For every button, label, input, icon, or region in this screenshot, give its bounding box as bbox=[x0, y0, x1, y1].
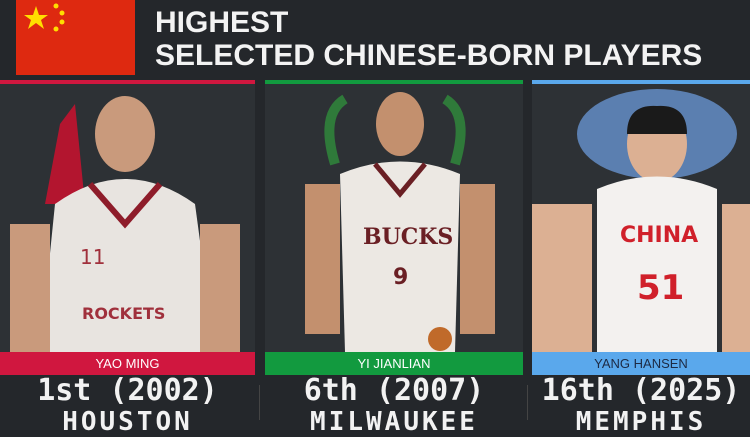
jersey-text: CHINA bbox=[620, 223, 698, 248]
team-color-bar bbox=[532, 80, 750, 84]
player-card-yao-ming: 11 ROCKETS bbox=[0, 80, 255, 352]
jersey-number: 51 bbox=[637, 268, 684, 308]
draft-pick: 6th (2007) bbox=[303, 373, 485, 408]
jersey-number: 11 bbox=[80, 245, 105, 269]
jersey-number: 9 bbox=[393, 265, 408, 290]
divider bbox=[259, 385, 260, 420]
player-photo: BUCKS 9 bbox=[305, 92, 495, 352]
team-city: HOUSTON bbox=[62, 407, 193, 437]
player-photo: CHINA 51 bbox=[532, 89, 750, 352]
player-photo: 11 ROCKETS bbox=[10, 96, 240, 352]
team-city: MEMPHIS bbox=[575, 407, 707, 437]
divider bbox=[527, 385, 528, 420]
draft-pick: 1st (2002) bbox=[37, 373, 218, 408]
player-card-yi-jianlian: BUCKS 9 bbox=[265, 80, 523, 352]
team-city: MILWAUKEE bbox=[310, 407, 478, 437]
player-name-label: YI JIANLIAN bbox=[265, 352, 523, 375]
player-card-yang-hansen: CHINA 51 bbox=[532, 80, 750, 352]
jersey-text: ROCKETS bbox=[82, 304, 165, 323]
player-name-label: YAO MING bbox=[0, 352, 255, 375]
jersey-text: BUCKS bbox=[363, 224, 453, 250]
player-name-label: YANG HANSEN bbox=[532, 352, 750, 375]
team-color-bar bbox=[265, 80, 523, 84]
china-flag-icon bbox=[16, 0, 135, 75]
team-color-bar bbox=[0, 80, 255, 84]
draft-pick: 16th (2025) bbox=[541, 373, 741, 408]
page-title: HIGHEST SELECTED CHINESE-BORN PLAYERS bbox=[155, 6, 703, 72]
